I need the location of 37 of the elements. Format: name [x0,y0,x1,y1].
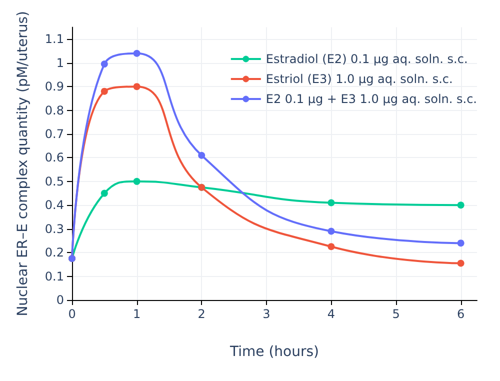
y-tick-label: 0.4 [44,198,64,212]
point [133,178,140,185]
x-tick-label: 1 [132,307,141,321]
point [457,240,464,247]
x-axis-title: Time (hours) [229,344,319,360]
y-tick-label: 0.3 [44,222,64,236]
y-tick-label: 0.1 [44,269,64,284]
point [133,50,140,57]
y-tick-label: 0 [56,293,64,307]
point [457,260,464,267]
x-tick-label: 6 [456,307,465,321]
y-tick-label: 1.1 [44,32,64,46]
x-tick-label: 4 [327,307,336,321]
point [328,199,335,206]
y-tick-label: 0.7 [44,127,64,142]
y-tick-label: 0.8 [44,103,64,118]
x-tick-label: 0 [68,307,76,321]
point [100,190,108,197]
legend-label: E2 0.1 μg + E3 1.0 μg aq. soln. s.c. [266,92,478,106]
point [457,202,464,209]
legend-label: Estradiol (E2) 0.1 μg aq. soln. s.c. [266,52,468,66]
point [198,152,206,159]
y-tick-label: 0.5 [44,174,64,188]
point [328,228,335,235]
y-tick-label: 0.2 [44,246,64,260]
y-tick-label: 0.9 [44,80,64,94]
point [133,83,140,90]
point [100,88,108,95]
point [100,60,108,68]
y-tick-label: 1 [56,56,64,70]
x-tick-label: 3 [262,307,270,321]
legend-label: Estriol (E3) 1.0 μg aq. soln. s.c. [266,72,453,86]
y-tick-label: 0.6 [44,150,64,165]
y-axis-title: Nuclear ER–E complex quantity (pM/uterus) [15,10,31,316]
x-tick-label: 2 [198,307,206,321]
x-tick-label: 5 [392,307,400,321]
point [328,243,335,250]
